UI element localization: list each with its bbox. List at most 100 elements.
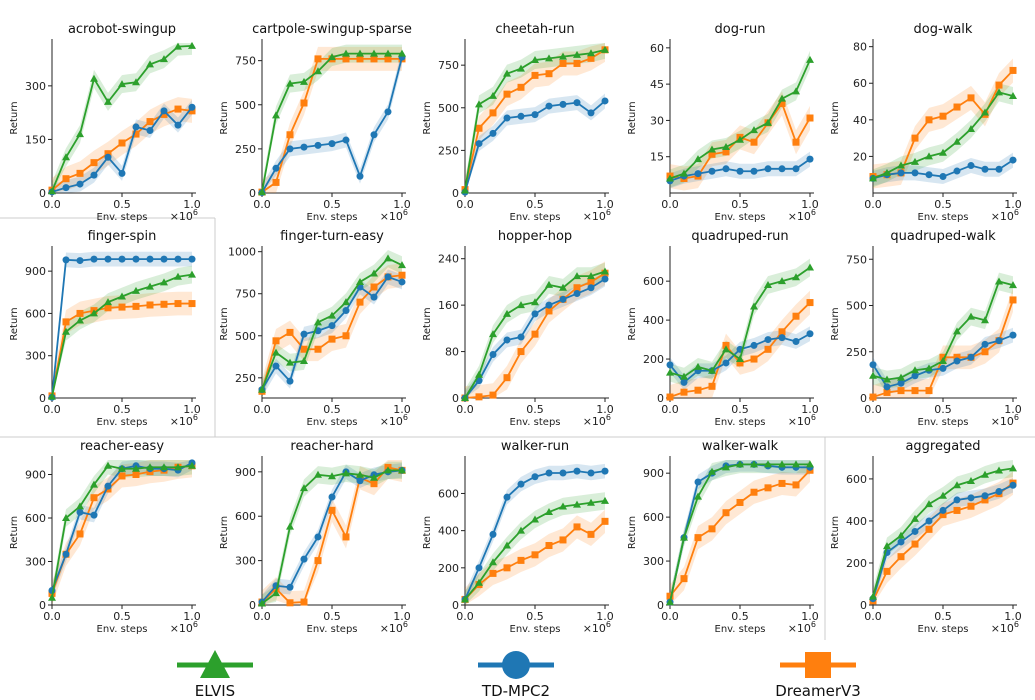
- data-point: [939, 491, 947, 499]
- data-point: [188, 255, 196, 263]
- data-point: [750, 126, 758, 134]
- data-point: [967, 124, 975, 132]
- data-point: [666, 361, 674, 369]
- data-point: [806, 299, 814, 307]
- data-point: [559, 100, 567, 108]
- y-tick-label: 500: [235, 99, 256, 112]
- data-point: [90, 255, 98, 263]
- confidence-band-ELVIS: [873, 460, 1013, 605]
- y-axis-label: Return: [422, 516, 433, 549]
- subplot-walker-walk: walker-walk 0 300 600 900 0.0 0.5 1.0 Env. steps…: [627, 439, 819, 635]
- y-tick-label: 80: [445, 346, 459, 359]
- data-point: [286, 583, 294, 591]
- data-point: [503, 374, 511, 382]
- data-point: [559, 536, 567, 544]
- x-tick-label: 0.0: [253, 610, 271, 623]
- data-point: [869, 174, 877, 182]
- data-point: [750, 302, 758, 310]
- subplot-title: acrobot-swingup: [68, 22, 176, 37]
- x-axis-label: Env. steps: [510, 624, 561, 635]
- data-point: [62, 318, 70, 326]
- data-point: [736, 498, 744, 506]
- data-point: [925, 387, 933, 395]
- data-point: [995, 277, 1003, 285]
- x-tick-label: 0.5: [526, 610, 544, 623]
- x-tick-label: 0.0: [456, 610, 474, 623]
- data-point: [104, 482, 112, 490]
- y-axis-label: Return: [422, 101, 433, 134]
- data-point: [461, 186, 469, 194]
- confidence-band-ELVIS: [873, 83, 1013, 188]
- data-point: [573, 272, 581, 280]
- circle-marker-icon: [478, 651, 554, 679]
- x-tick-label: 0.5: [526, 198, 544, 211]
- data-point: [531, 56, 539, 64]
- x-axis-label: Env. steps: [715, 417, 766, 428]
- x-tick-label: 0.5: [113, 610, 131, 623]
- y-axis-label: Return: [219, 516, 230, 549]
- subplot-title: aggregated: [905, 439, 980, 454]
- data-point: [342, 533, 350, 541]
- data-point: [792, 481, 800, 489]
- subplot-reacher-hard: reacher-hard 0 300 600 900 0.0 0.5 1.0 Env. step…: [219, 439, 411, 635]
- data-point: [384, 108, 392, 116]
- y-tick-label: 15: [650, 151, 664, 164]
- data-point: [370, 269, 378, 277]
- data-point: [545, 307, 553, 315]
- data-point: [146, 118, 154, 126]
- data-point: [1009, 92, 1017, 100]
- data-point: [666, 368, 674, 376]
- data-point: [272, 362, 280, 370]
- x-tick-label: 0.5: [731, 610, 749, 623]
- data-point: [750, 167, 758, 175]
- data-point: [967, 477, 975, 485]
- data-point: [694, 362, 702, 370]
- data-point: [174, 255, 182, 263]
- data-point: [342, 469, 350, 477]
- data-point: [680, 372, 688, 380]
- y-tick-label: 750: [235, 288, 256, 301]
- subplot-title: reacher-hard: [290, 439, 373, 454]
- data-point: [1009, 66, 1017, 74]
- data-point: [286, 377, 294, 385]
- data-point: [559, 52, 567, 60]
- data-point: [883, 168, 891, 176]
- data-point: [286, 79, 294, 87]
- data-point: [62, 175, 70, 183]
- x-multiplier-label: ×106: [380, 208, 408, 223]
- y-tick-label: 0: [657, 599, 664, 612]
- data-point: [792, 460, 800, 468]
- data-point: [545, 70, 553, 78]
- x-tick-label: 0.0: [661, 403, 679, 416]
- data-point: [573, 290, 581, 298]
- subplot-dog-walk: dog-walk 20 40 60 80 0.0 0.5 1.0 Env. steps ×106 R…: [830, 22, 1022, 223]
- legend-dreamerv3: DreamerV3: [718, 648, 918, 700]
- data-point: [792, 312, 800, 320]
- y-tick-label: 500: [235, 330, 256, 343]
- y-tick-label: 600: [235, 510, 256, 523]
- data-point: [778, 334, 786, 342]
- data-point: [587, 284, 595, 292]
- data-point: [118, 472, 126, 480]
- data-point: [806, 55, 814, 63]
- data-point: [90, 159, 98, 167]
- y-tick-label: 300: [25, 350, 46, 363]
- x-tick-label: 1.0: [596, 610, 614, 623]
- data-point: [132, 464, 140, 472]
- data-point: [118, 80, 126, 88]
- data-point: [300, 598, 308, 606]
- data-point: [76, 309, 84, 317]
- data-point: [328, 493, 336, 501]
- confidence-band-ELVIS: [465, 43, 605, 193]
- y-tick-label: 30: [650, 114, 664, 127]
- x-tick-label: 0.0: [253, 403, 271, 416]
- data-point: [104, 153, 112, 161]
- data-point: [897, 538, 905, 546]
- y-axis-label: Return: [830, 101, 841, 134]
- x-tick-label: 0.0: [661, 198, 679, 211]
- data-point: [911, 372, 919, 380]
- x-tick-label: 1.0: [1004, 403, 1022, 416]
- data-point: [911, 366, 919, 374]
- data-point: [531, 310, 539, 318]
- data-point: [778, 479, 786, 487]
